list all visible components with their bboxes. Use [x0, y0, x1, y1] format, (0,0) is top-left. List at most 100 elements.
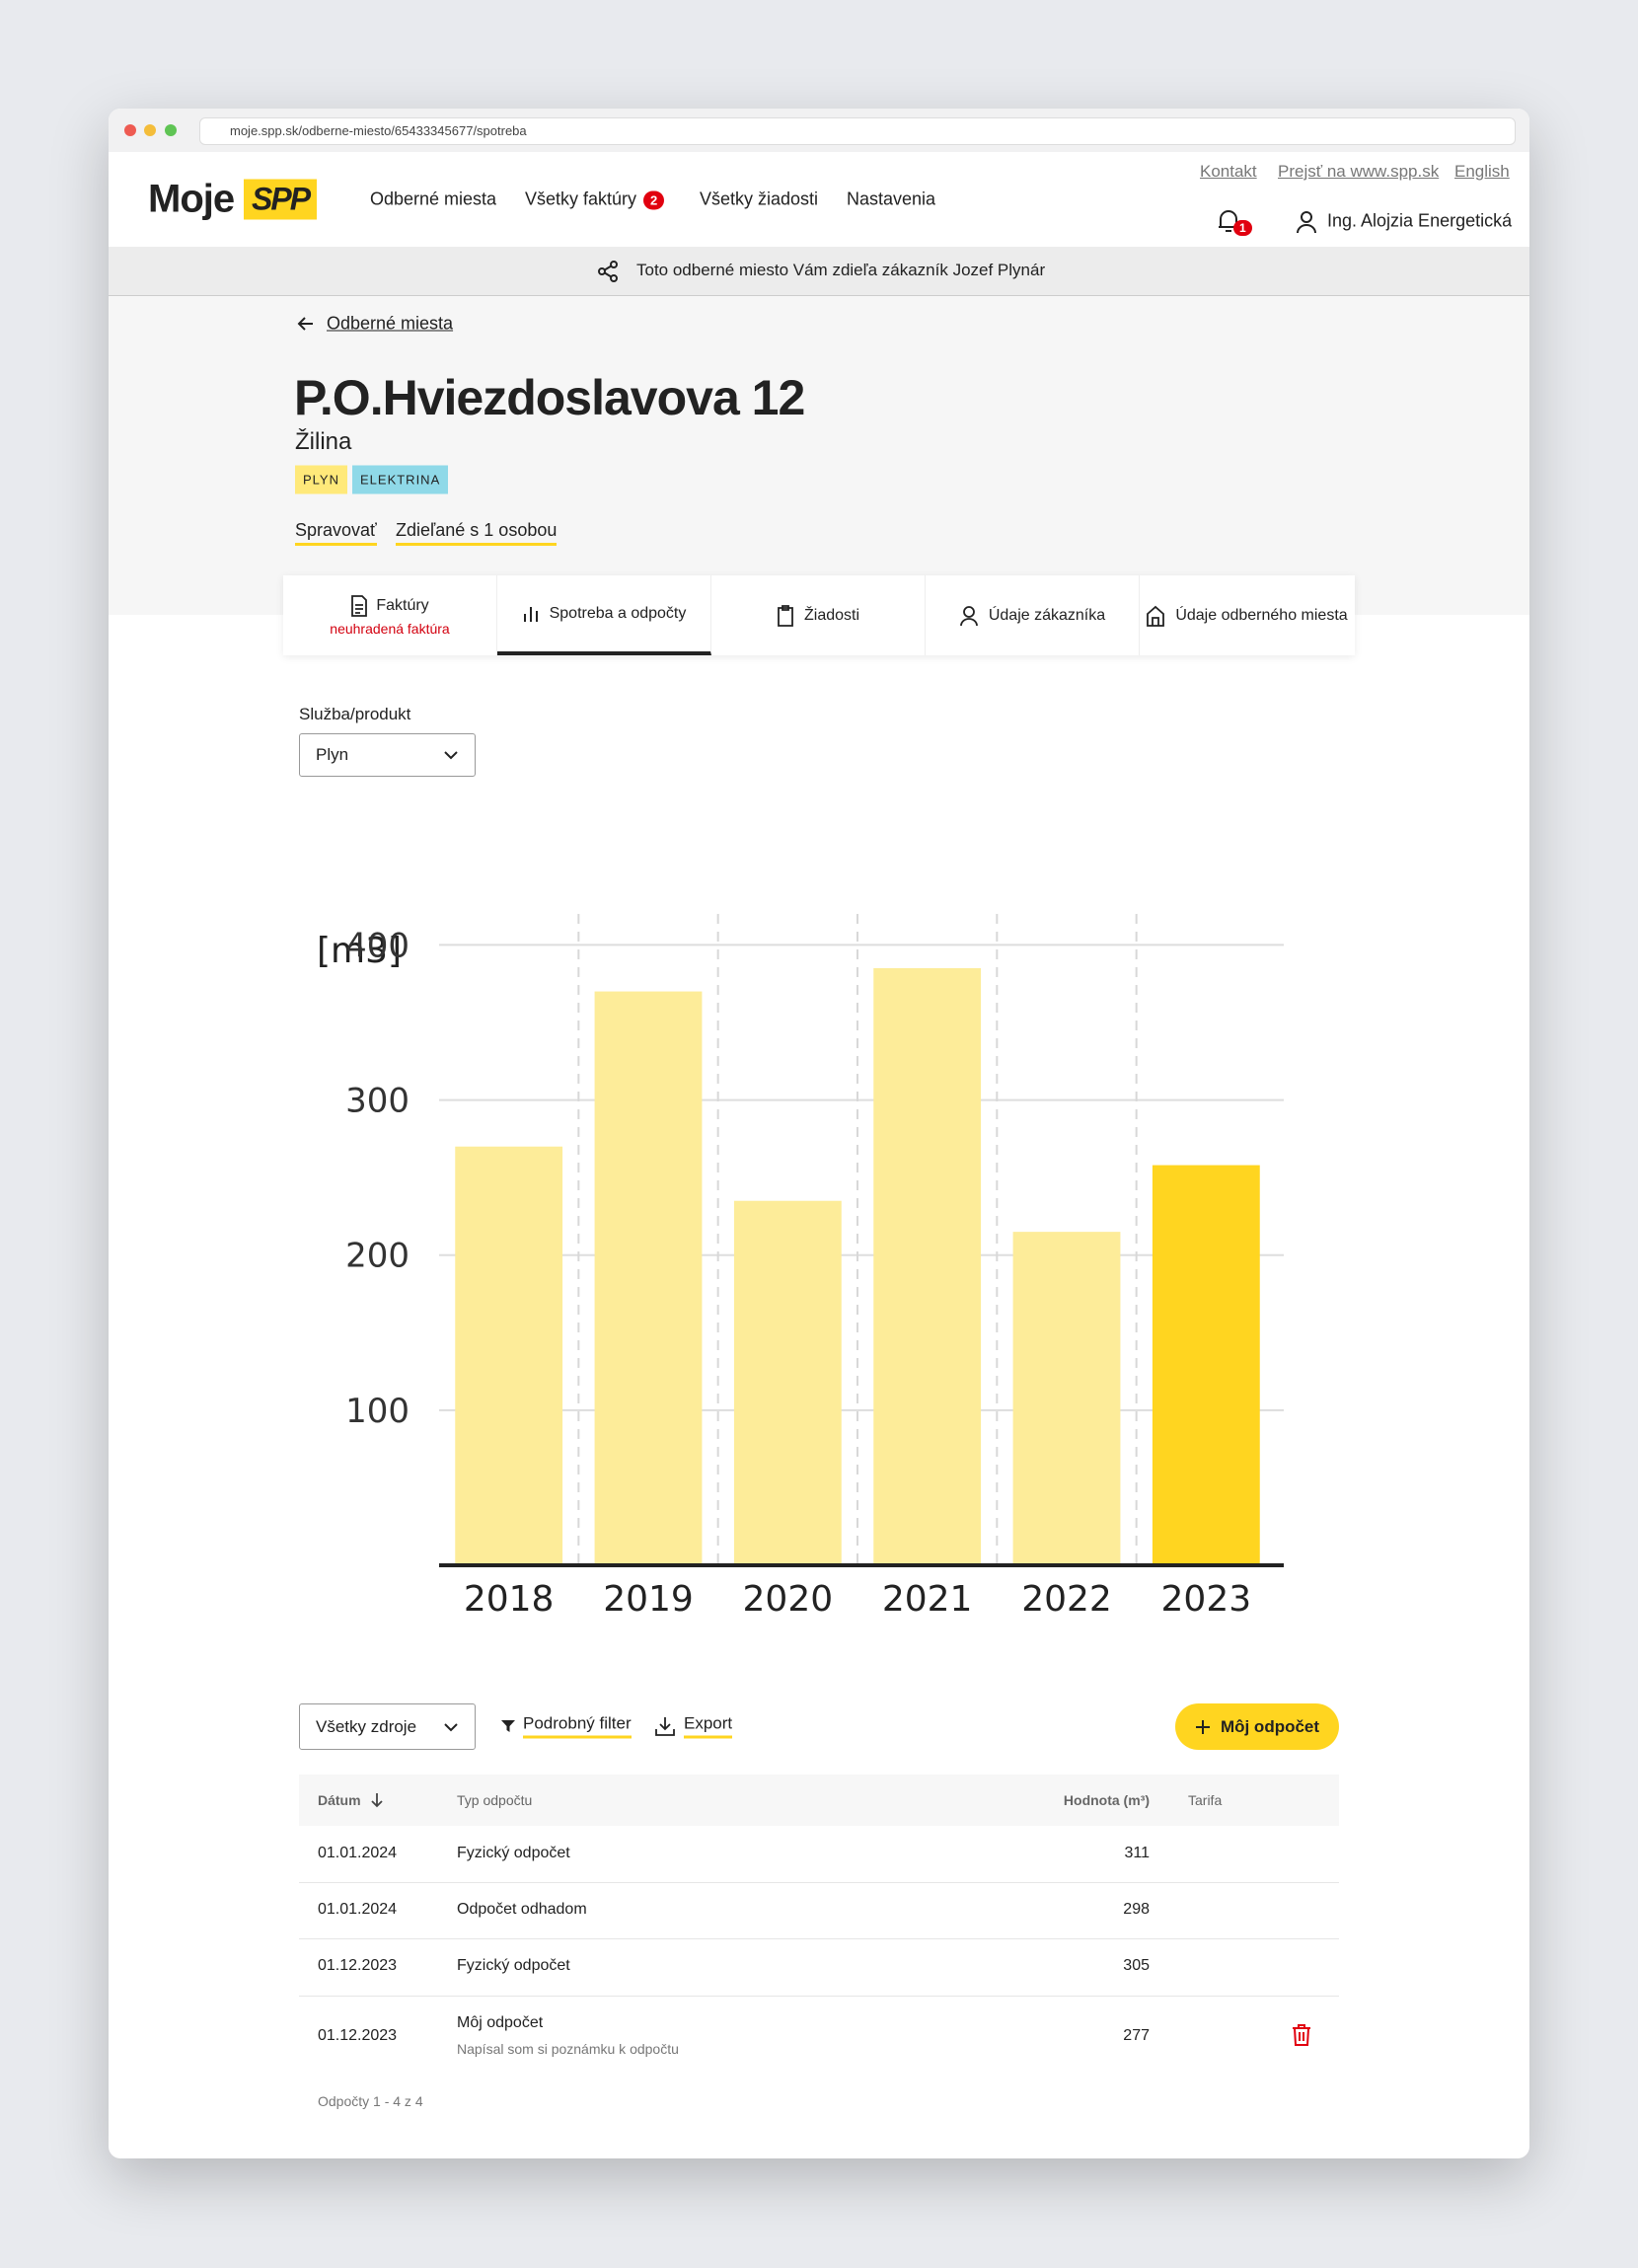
x-tick-label: 2022 — [1021, 1579, 1112, 1620]
nav-link[interactable]: Odberné miesta — [370, 189, 497, 209]
tab-active[interactable]: Spotreba a odpočty — [497, 575, 711, 655]
tab-label: Faktúry — [376, 596, 429, 614]
tab-label: Údaje zákazníka — [988, 606, 1106, 624]
notification-badge: 1 — [1233, 220, 1252, 236]
cell-value: 298 — [1123, 1901, 1150, 1918]
y-tick-label: 300 — [345, 1082, 410, 1121]
action-link[interactable]: Zdieľané s 1 osobou — [396, 520, 558, 546]
tab[interactable]: Údaje zákazníka — [926, 575, 1140, 655]
cell-type: Odpočet odhadom — [457, 1901, 587, 1918]
cell-note: Napísal som si poznámku k odpočtu — [457, 2041, 679, 2057]
person-icon — [959, 605, 978, 626]
badge: 2 — [643, 190, 665, 210]
filter-label: Služba/produkt — [299, 705, 411, 723]
delete-icon[interactable] — [1291, 2023, 1312, 2047]
place-header — [109, 296, 1529, 615]
x-tick-label: 2023 — [1161, 1579, 1252, 1620]
nav-link[interactable]: Všetky žiadosti — [700, 189, 819, 209]
top-link[interactable]: Prejsť na www.spp.sk — [1278, 162, 1440, 181]
sort-icon[interactable] — [370, 1792, 384, 1808]
tag: PLYN — [295, 465, 347, 494]
tab[interactable]: Žiadosti — [711, 575, 926, 655]
export-icon — [655, 1717, 675, 1736]
nav-link[interactable]: Nastavenia — [847, 189, 936, 209]
cell-date: 01.01.2024 — [318, 1845, 398, 1861]
top-link[interactable]: Kontakt — [1200, 162, 1257, 181]
column-header: Typ odpočtu — [457, 1792, 533, 1808]
user-icon[interactable] — [1295, 209, 1318, 235]
browser-window: moje.spp.sk/odberne-miesto/65433345677/s… — [109, 109, 1529, 2158]
bar — [1012, 1232, 1121, 1565]
y-tick-label: 400 — [345, 926, 410, 965]
x-tick-label: 2021 — [882, 1579, 973, 1620]
source-select[interactable]: Všetky zdroje — [299, 1703, 476, 1750]
row-divider — [299, 1882, 1339, 1883]
table-header — [299, 1775, 1339, 1826]
tab-label: Žiadosti — [803, 606, 860, 624]
bar — [873, 968, 982, 1565]
place-city: Žilina — [295, 428, 352, 455]
product-select[interactable]: Plyn — [299, 733, 476, 777]
column-header: Hodnota (m³) — [1063, 1792, 1150, 1808]
chart-icon — [523, 606, 538, 622]
column-header[interactable]: Dátum — [318, 1792, 361, 1808]
bar — [594, 991, 703, 1565]
x-tick-label: 2020 — [743, 1579, 834, 1620]
y-tick-label: 100 — [345, 1392, 410, 1431]
chart: [m3] 100 200 300 400 2018 2019 2020 2021 2022 2023 — [317, 914, 1284, 1620]
house-icon — [1147, 605, 1165, 627]
user-name[interactable]: Ing. Alojzia Energetická — [1327, 210, 1513, 231]
bar — [455, 1146, 563, 1565]
bar — [733, 1200, 842, 1565]
cell-type: Fyzický odpočet — [457, 1845, 570, 1861]
header: Moje SPP Odberné miesta Všetky faktúry 2… — [109, 152, 1529, 247]
maximize-dot[interactable] — [165, 124, 177, 136]
logo-mark[interactable]: SPP — [244, 179, 318, 220]
row-divider — [299, 1938, 1339, 1939]
top-link[interactable]: English — [1454, 162, 1510, 181]
address-bar[interactable]: moje.spp.sk/odberne-miesto/65433345677/s… — [199, 117, 1516, 145]
x-tick-label: 2018 — [464, 1579, 555, 1620]
row-divider — [299, 1996, 1339, 1997]
browser-toolbar: moje.spp.sk/odberne-miesto/65433345677/s… — [109, 109, 1529, 153]
tag: ELEKTRINA — [352, 465, 449, 494]
minimize-dot[interactable] — [144, 124, 156, 136]
chevron — [444, 751, 458, 760]
column-header: Tarifa — [1188, 1792, 1223, 1808]
tab-label: Spotreba a odpočty — [549, 604, 687, 622]
tab[interactable]: Faktúry neuhradená faktúra — [283, 575, 497, 655]
plus-icon — [1195, 1719, 1210, 1734]
cell-value: 311 — [1124, 1845, 1150, 1861]
share-icon — [598, 261, 618, 282]
doc-icon — [351, 594, 368, 617]
back-arrow[interactable] — [296, 314, 316, 334]
cell-value: 305 — [1123, 1957, 1150, 1974]
tab[interactable]: Údaje odberného miesta — [1140, 575, 1354, 655]
filter-icon — [501, 1720, 515, 1732]
button-label: Môj odpočet — [1220, 1716, 1320, 1736]
cell-type: Fyzický odpočet — [457, 1957, 570, 1974]
place-title: P.O.Hviezdoslavova 12 — [294, 370, 805, 425]
filter-link[interactable]: Podrobný filter — [523, 1714, 632, 1739]
select-value: Všetky zdroje — [316, 1716, 417, 1736]
y-tick-label: 200 — [345, 1237, 410, 1276]
pagination: Odpočty 1 - 4 z 4 — [318, 2093, 423, 2109]
cell-type: Môj odpočet — [457, 2014, 544, 2031]
unit-label: [m3] — [317, 931, 402, 971]
logo-text[interactable]: Moje — [148, 177, 235, 221]
back-link[interactable]: Odberné miesta — [327, 313, 454, 334]
export-link[interactable]: Export — [684, 1714, 733, 1739]
tab-note: neuhradená faktúra — [330, 620, 450, 637]
close-dot[interactable] — [124, 124, 136, 136]
nav-link[interactable]: Všetky faktúry — [525, 189, 637, 209]
x-tick-label: 2019 — [603, 1579, 694, 1620]
url: moje.spp.sk/odberne-miesto/65433345677/s… — [230, 123, 527, 138]
tab-label: Údaje odberného miesta — [1175, 606, 1348, 624]
tab-bar: Faktúry neuhradená faktúra Spotreba a od… — [283, 575, 1355, 655]
chevron — [444, 1722, 458, 1731]
add-reading-button[interactable]: Môj odpočet — [1175, 1703, 1339, 1750]
cell-date: 01.12.2023 — [318, 2027, 398, 2044]
action-link[interactable]: Spravovať — [295, 520, 377, 546]
select-value: Plyn — [316, 745, 349, 764]
